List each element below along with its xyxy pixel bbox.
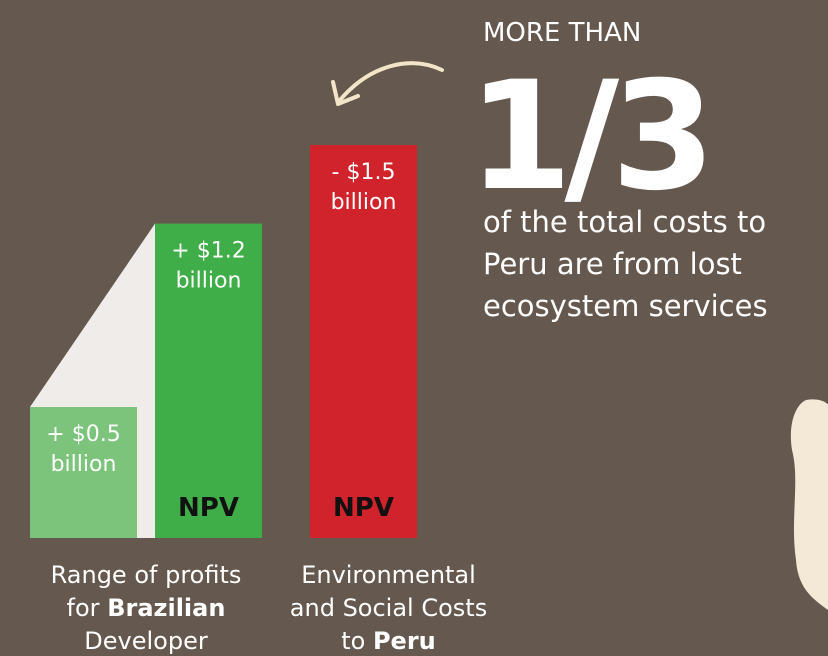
value-label: - $1.5 bbox=[332, 160, 396, 185]
category-label: Developer bbox=[84, 627, 208, 655]
category-label: and Social Costs bbox=[290, 594, 487, 622]
category-label-part: Developer bbox=[84, 627, 208, 655]
callout-kicker: MORE THAN bbox=[483, 18, 641, 48]
category-label-part: Environmental bbox=[301, 561, 476, 589]
category-label: Range of profits bbox=[51, 561, 242, 589]
callout-line: of the total costs to bbox=[483, 205, 766, 239]
value-label: billion bbox=[331, 190, 397, 215]
category-label: to Peru bbox=[341, 627, 436, 655]
value-label: + $1.2 bbox=[171, 239, 245, 264]
category-label-part: to bbox=[341, 627, 373, 655]
category-label: Environmental bbox=[301, 561, 476, 589]
value-label: billion bbox=[51, 452, 117, 477]
callout-figure: 1/3 bbox=[468, 50, 708, 224]
category-label-part: Range of profits bbox=[51, 561, 242, 589]
bar-tag: NPV bbox=[178, 493, 239, 523]
callout-line: Peru are from lost bbox=[483, 247, 742, 281]
bar-tag: NPV bbox=[333, 493, 394, 523]
category-label: for Brazilian bbox=[67, 594, 226, 622]
category-label-part: Peru bbox=[373, 627, 436, 655]
infographic: MORE THAN 1/3 of the total costs to Peru … bbox=[0, 0, 828, 656]
callout-line: ecosystem services bbox=[483, 289, 768, 323]
callout-text: of the total costs to Peru are from lost e… bbox=[483, 205, 768, 323]
category-label-part: for bbox=[67, 594, 108, 622]
category-label-part: and Social Costs bbox=[290, 594, 487, 622]
category-label-part: Brazilian bbox=[107, 594, 225, 622]
value-label: + $0.5 bbox=[46, 422, 120, 447]
value-label: billion bbox=[176, 269, 242, 294]
